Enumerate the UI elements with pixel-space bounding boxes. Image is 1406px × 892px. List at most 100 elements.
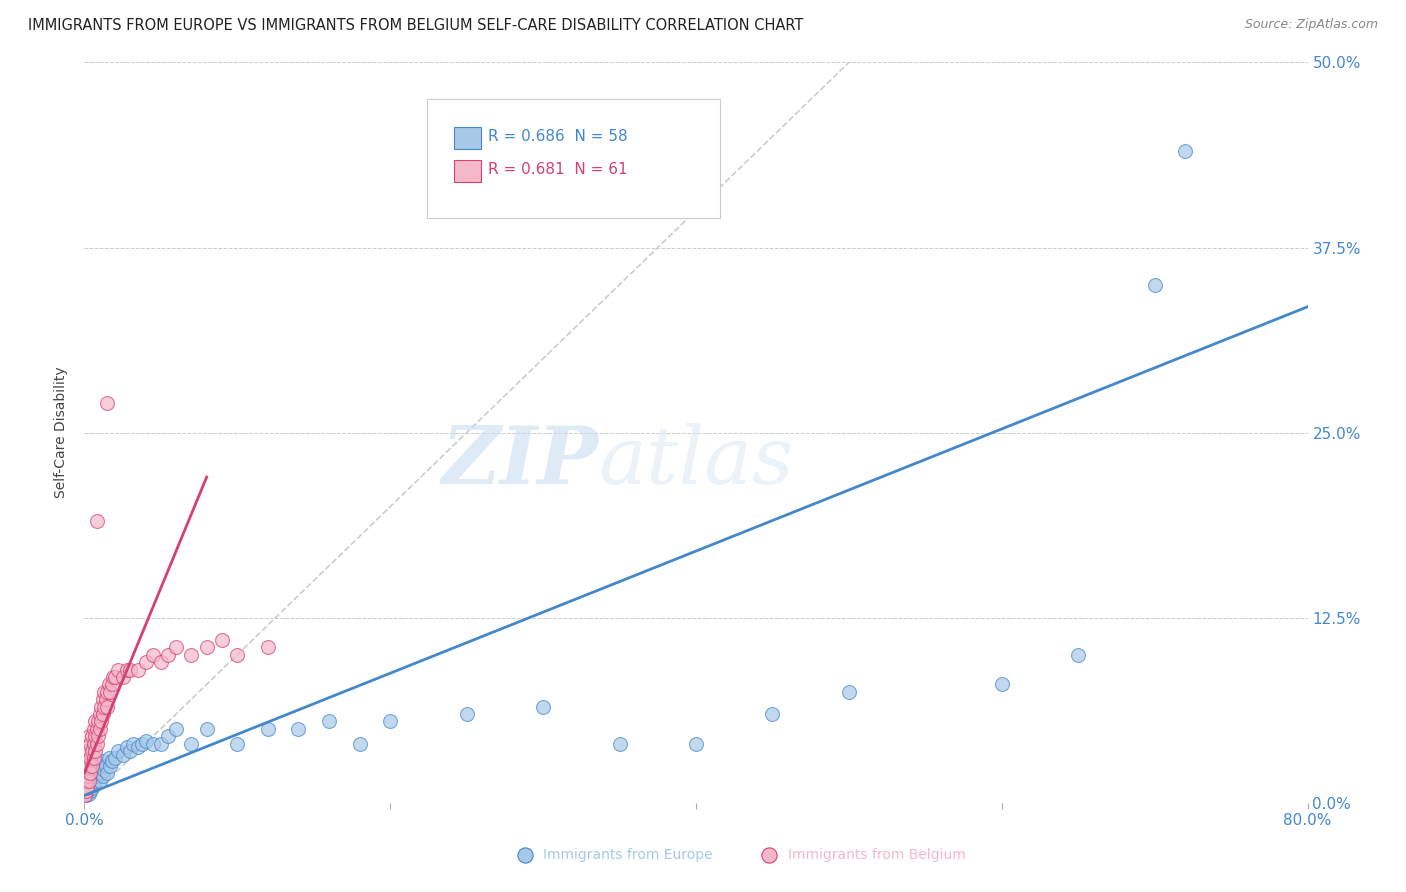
Point xyxy=(838,685,860,699)
Point xyxy=(86,737,108,751)
Point xyxy=(157,729,180,743)
Point xyxy=(685,737,707,751)
Point xyxy=(76,780,98,795)
Point xyxy=(93,699,115,714)
Point xyxy=(86,769,108,783)
Point xyxy=(83,778,105,792)
Point xyxy=(89,773,111,788)
Point xyxy=(531,699,554,714)
FancyBboxPatch shape xyxy=(427,99,720,218)
Point xyxy=(96,766,118,780)
Point xyxy=(91,769,114,783)
Point xyxy=(80,769,103,783)
Bar xyxy=(454,161,481,182)
Point xyxy=(180,648,202,662)
Point xyxy=(180,737,202,751)
Point xyxy=(94,692,117,706)
Point xyxy=(80,744,103,758)
Point xyxy=(609,737,631,751)
Point xyxy=(77,773,100,788)
Point xyxy=(257,640,280,655)
Point xyxy=(104,751,127,765)
Point xyxy=(86,758,108,772)
Point xyxy=(98,685,121,699)
Point xyxy=(91,692,114,706)
Point xyxy=(90,714,112,729)
Point xyxy=(127,739,149,754)
Point xyxy=(79,773,101,788)
Point xyxy=(83,722,105,736)
Point xyxy=(75,789,97,803)
Point xyxy=(79,751,101,765)
Point xyxy=(77,787,100,801)
Point xyxy=(1067,648,1090,662)
Point xyxy=(97,751,120,765)
Point xyxy=(91,755,114,769)
Point xyxy=(120,744,142,758)
Point xyxy=(80,780,103,795)
Point xyxy=(257,722,280,736)
Point xyxy=(115,739,138,754)
Point xyxy=(86,515,108,529)
Point xyxy=(79,784,101,798)
Point xyxy=(84,773,107,788)
Point xyxy=(75,789,97,803)
Point xyxy=(79,766,101,780)
Point xyxy=(77,744,100,758)
Point xyxy=(104,670,127,684)
Point xyxy=(135,733,157,747)
Point xyxy=(456,706,478,721)
Point xyxy=(75,758,97,772)
Point xyxy=(89,722,111,736)
Point xyxy=(101,755,124,769)
Point xyxy=(127,663,149,677)
Point xyxy=(761,706,783,721)
Point xyxy=(1143,277,1166,292)
Point xyxy=(80,758,103,772)
Point xyxy=(76,744,98,758)
Point xyxy=(120,663,142,677)
Point xyxy=(318,714,340,729)
Point xyxy=(195,722,218,736)
Point xyxy=(91,706,114,721)
Point xyxy=(122,737,145,751)
Point xyxy=(94,758,117,772)
Point xyxy=(87,766,110,780)
Point xyxy=(107,744,129,758)
Point xyxy=(93,685,115,699)
Text: R = 0.681  N = 61: R = 0.681 N = 61 xyxy=(488,162,627,178)
Text: Source: ZipAtlas.com: Source: ZipAtlas.com xyxy=(1244,18,1378,31)
Point xyxy=(211,632,233,647)
Point xyxy=(107,663,129,677)
Point xyxy=(98,758,121,772)
Text: IMMIGRANTS FROM EUROPE VS IMMIGRANTS FROM BELGIUM SELF-CARE DISABILITY CORRELATI: IMMIGRANTS FROM EUROPE VS IMMIGRANTS FRO… xyxy=(28,18,803,33)
Point xyxy=(226,737,249,751)
Point xyxy=(142,737,165,751)
Point xyxy=(165,640,187,655)
Point xyxy=(226,648,249,662)
Point xyxy=(84,729,107,743)
Point xyxy=(93,763,115,777)
Point xyxy=(142,648,165,662)
Point xyxy=(90,766,112,780)
Point xyxy=(83,766,105,780)
Point xyxy=(135,655,157,669)
Point xyxy=(89,706,111,721)
Point xyxy=(86,722,108,736)
Point xyxy=(84,714,107,729)
Point xyxy=(89,758,111,772)
Point xyxy=(149,737,172,751)
Point xyxy=(349,737,371,751)
Point xyxy=(79,737,101,751)
Point xyxy=(96,699,118,714)
Point xyxy=(165,722,187,736)
Text: atlas: atlas xyxy=(598,424,793,501)
Point xyxy=(75,773,97,788)
Point xyxy=(111,670,134,684)
Point xyxy=(90,699,112,714)
Point xyxy=(83,737,105,751)
Text: ZIP: ZIP xyxy=(441,424,598,501)
Point xyxy=(103,670,125,684)
Point xyxy=(77,758,100,772)
Point xyxy=(97,677,120,691)
